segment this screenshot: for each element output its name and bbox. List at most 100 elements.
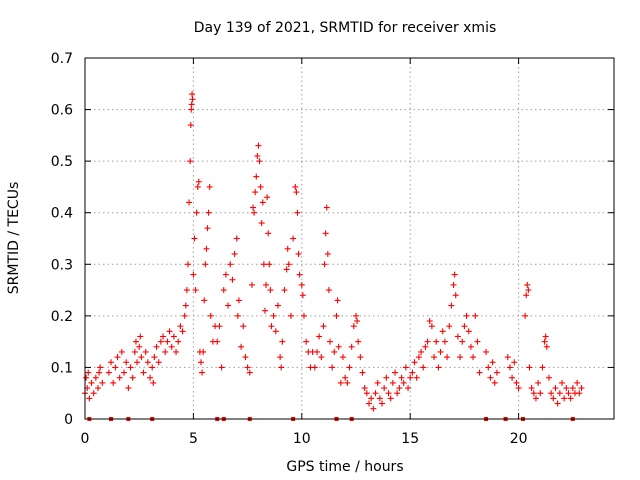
data-point	[535, 379, 542, 386]
y-tick-label: 0.3	[51, 257, 73, 273]
data-point	[170, 333, 177, 340]
data-point	[344, 379, 351, 386]
data-point	[160, 333, 167, 340]
data-point	[493, 369, 500, 376]
data-point	[411, 359, 418, 366]
data-point	[121, 369, 128, 376]
data-point	[532, 395, 539, 402]
chart-title: Day 139 of 2021, SRMTID for receiver xmi…	[194, 20, 497, 36]
data-point	[415, 354, 422, 361]
data-point	[83, 374, 90, 381]
data-point	[248, 281, 255, 288]
data-point	[242, 354, 249, 361]
data-point	[253, 173, 260, 180]
data-point	[256, 158, 263, 165]
data-point	[151, 354, 158, 361]
data-point	[322, 230, 329, 237]
data-point	[435, 364, 442, 371]
data-point	[334, 297, 341, 304]
data-point	[188, 101, 195, 108]
data-point	[114, 354, 121, 361]
data-point	[287, 312, 294, 319]
x-tick-label: 20	[510, 431, 528, 447]
data-point	[446, 323, 453, 330]
data-point	[240, 323, 247, 330]
data-point	[258, 220, 265, 227]
data-point	[374, 379, 381, 386]
data-point	[569, 385, 576, 392]
data-point	[97, 364, 104, 371]
data-point	[294, 209, 301, 216]
data-point	[281, 287, 288, 294]
data-point	[537, 390, 544, 397]
data-point	[439, 328, 446, 335]
data-point	[179, 328, 186, 335]
data-point	[525, 287, 532, 294]
data-point	[265, 230, 272, 237]
data-point	[206, 183, 213, 190]
data-point	[142, 348, 149, 355]
data-point	[190, 271, 197, 278]
plot-frame	[84, 57, 615, 420]
y-tick-label: 0.5	[51, 154, 73, 170]
data-point	[250, 204, 257, 211]
data-point	[194, 183, 201, 190]
data-point	[292, 183, 299, 190]
data-point	[398, 374, 405, 381]
data-point	[504, 354, 511, 361]
data-point	[454, 333, 461, 340]
data-point	[299, 292, 306, 299]
data-point	[448, 302, 455, 309]
data-point	[578, 385, 585, 392]
data-point	[405, 385, 412, 392]
data-point	[303, 338, 310, 345]
data-point	[522, 312, 529, 319]
data-point	[385, 390, 392, 397]
data-point	[465, 328, 472, 335]
data-point	[321, 261, 328, 268]
x-tick-label: 5	[189, 431, 198, 447]
data-point	[325, 287, 332, 294]
data-point	[125, 385, 132, 392]
data-point	[204, 225, 211, 232]
data-point	[433, 338, 440, 345]
data-point	[290, 235, 297, 242]
data-point	[300, 312, 307, 319]
data-point	[474, 338, 481, 345]
data-point	[263, 281, 270, 288]
data-point	[428, 323, 435, 330]
data-point	[214, 338, 221, 345]
data-point	[444, 354, 451, 361]
y-tick-label: 0.1	[51, 360, 73, 376]
data-point	[153, 343, 160, 350]
data-point	[264, 194, 271, 201]
data-point	[227, 261, 234, 268]
data-point	[137, 333, 144, 340]
data-point	[173, 348, 180, 355]
data-point	[381, 385, 388, 392]
data-point	[123, 359, 130, 366]
data-point	[189, 96, 196, 103]
data-point	[296, 271, 303, 278]
data-point	[285, 261, 292, 268]
data-point	[155, 359, 162, 366]
data-point	[370, 405, 377, 412]
data-point	[394, 390, 401, 397]
data-point	[387, 395, 394, 402]
data-point	[252, 189, 259, 196]
x-tick-label: 0	[81, 431, 90, 447]
data-point	[389, 379, 396, 386]
data-point	[366, 400, 373, 407]
data-point	[353, 312, 360, 319]
data-point	[298, 281, 305, 288]
data-point	[293, 189, 300, 196]
data-point	[452, 292, 459, 299]
data-point	[268, 323, 275, 330]
data-point	[339, 354, 346, 361]
data-point	[251, 209, 258, 216]
data-point	[283, 266, 290, 273]
data-point	[441, 338, 448, 345]
x-axis-label: GPS time / hours	[286, 459, 403, 475]
data-point	[86, 395, 93, 402]
data-point	[346, 364, 353, 371]
